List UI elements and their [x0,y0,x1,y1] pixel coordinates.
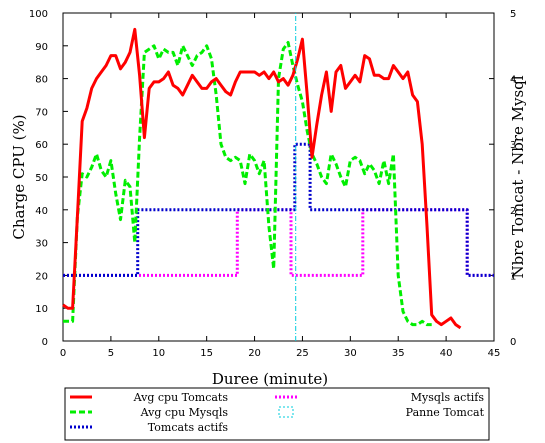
legend-label-panne-tomcat: Panne Tomcat [406,406,485,419]
y2-tick-label: 4 [510,75,516,86]
y2-axis-label: Nbre Tomcat - Nbre Mysql [509,75,527,278]
legend-label-mysqls-actifs: Mysqls actifs [411,391,485,404]
y-tick-label: 90 [35,42,48,53]
series-line-tomcats-actifs [63,142,494,277]
x-tick-label: 40 [440,348,453,359]
y2-tick-label: 0 [510,337,516,348]
y2-tick-label: 2 [510,206,516,217]
y-ticks: 0 10 20 30 40 50 60 70 80 90 100 [29,9,68,348]
y-tick-label: 100 [29,9,48,20]
y-tick-label: 50 [35,173,48,184]
y-axis-label: Charge CPU (%) [10,114,28,239]
y2-tick-label: 3 [510,140,516,151]
x-tick-label: 35 [392,348,405,359]
series-line-avg-cpu-tomcats [62,27,462,330]
x-tick-label: 30 [344,348,357,359]
y-tick-label: 20 [35,271,48,282]
legend: Avg cpu Tomcats Mysqls actifs Avg cpu Mysq… [64,387,490,441]
y-tick-label: 0 [42,337,48,348]
series-line-avg-cpu-mysqls [63,41,432,327]
y2-tick-label: 1 [510,271,516,282]
legend-label-avg-cpu-tomcats: Avg cpu Tomcats [133,391,229,404]
x-tick-label: 20 [248,348,261,359]
legend-label-tomcats-actifs: Tomcats actifs [148,421,229,434]
legend-items: Avg cpu Tomcats Mysqls actifs Avg cpu Mysq… [70,391,485,434]
y-tick-label: 40 [35,206,48,217]
y-tick-label: 10 [35,304,48,315]
x-tick-label: 45 [488,348,501,359]
y-tick-label: 60 [35,140,48,151]
x-tick-label: 15 [200,348,213,359]
y-tick-label: 80 [35,75,48,86]
x-tick-label: 5 [108,348,114,359]
x-tick-label: 0 [60,348,66,359]
y-tick-label: 70 [35,107,48,118]
x-tick-label: 10 [152,348,165,359]
series-lines [62,13,494,341]
y2-tick-label: 5 [510,9,516,20]
x-tick-label: 25 [296,348,309,359]
y-tick-label: 30 [35,239,48,250]
x-axis-label: Duree (minute) [212,370,328,388]
x-ticks: 0 5 10 15 20 25 30 35 40 45 [60,13,501,359]
legend-label-avg-cpu-mysqls: Avg cpu Mysqls [140,406,229,419]
